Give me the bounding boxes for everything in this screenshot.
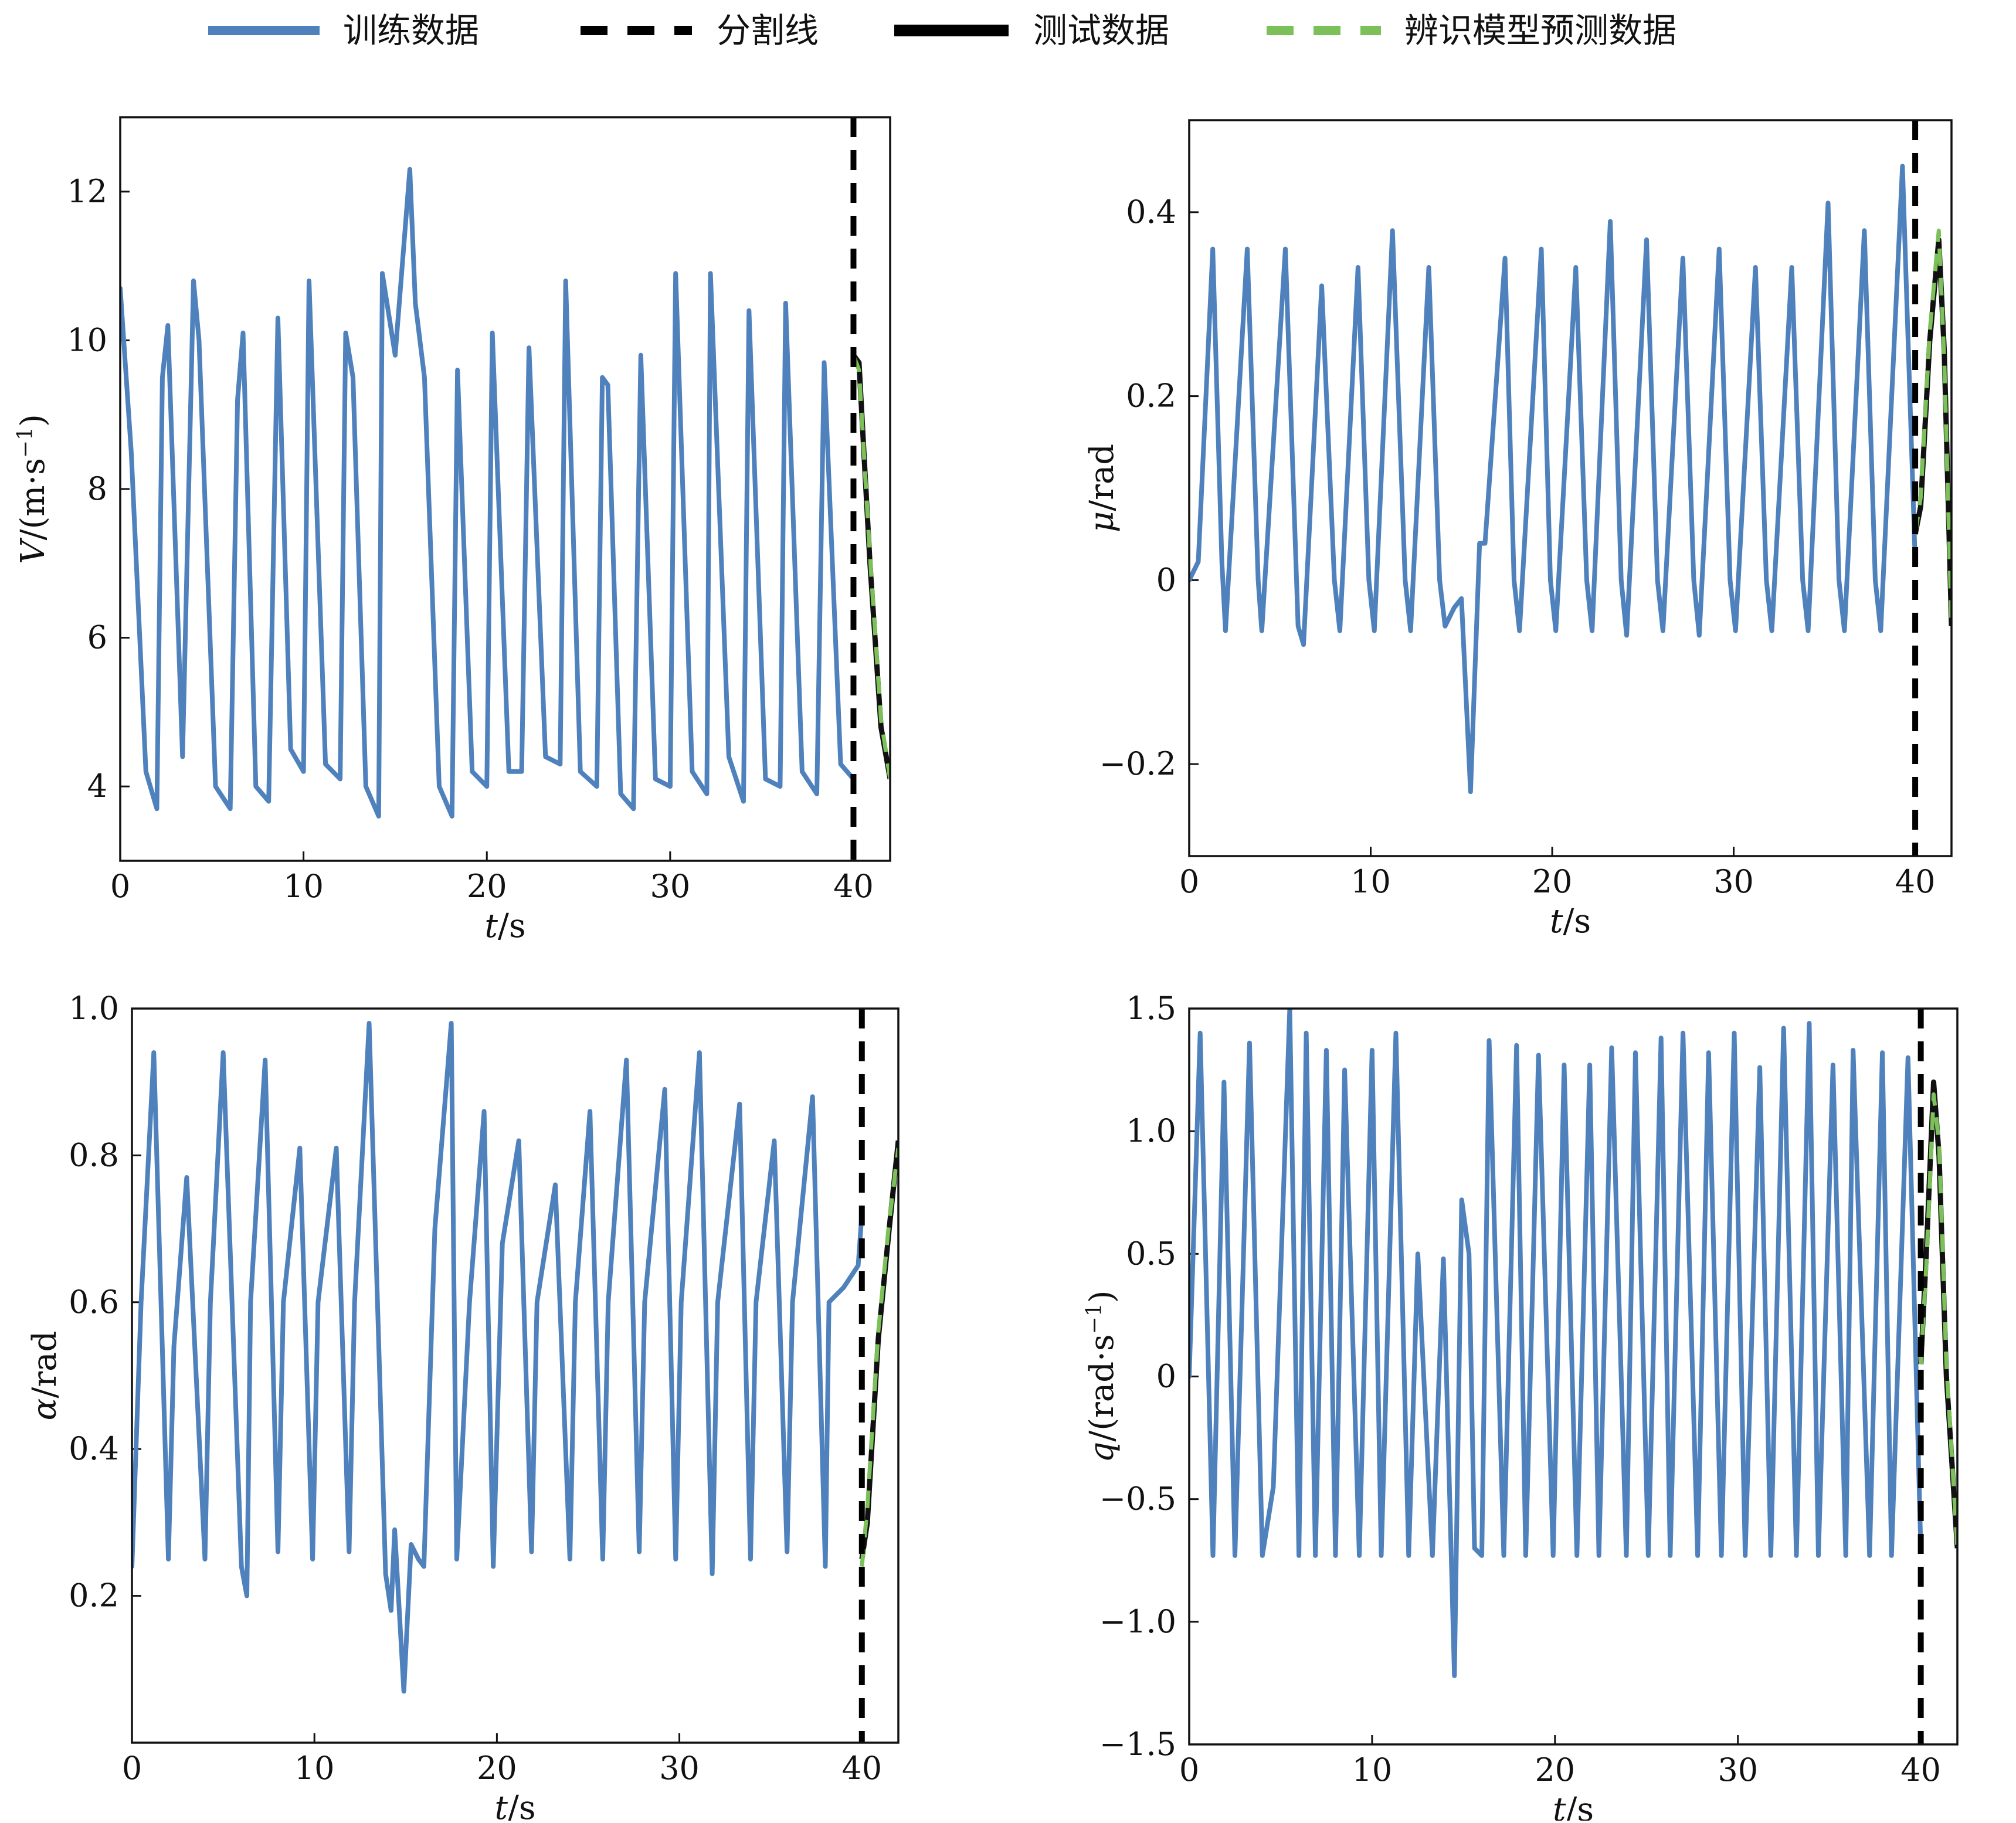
x-tick-label: 20: [477, 1750, 517, 1787]
y-tick-label: 0: [1156, 561, 1176, 598]
plot-frame: [119, 116, 891, 862]
series-training: [1189, 164, 1918, 795]
series-group: [120, 167, 890, 819]
y-tick-label: 1.0: [69, 990, 119, 1027]
series-prediction: [860, 1148, 898, 1567]
y-tick-label: 4: [87, 768, 107, 804]
legend-entry: 分割线: [581, 11, 819, 50]
x-axis-label: t/s: [1553, 1791, 1594, 1821]
legend: 训练数据 分割线 测试数据 辨识模型预测数据: [208, 11, 1676, 50]
x-tick-label: 30: [1713, 863, 1754, 900]
chart-q: 0 10 20 30 40 −1.5 −1.0 −0.5 0 0.5 1.0 1.5 t/s q/(rad…: [1082, 990, 1959, 1823]
legend-label: 测试数据: [1033, 11, 1169, 50]
x-axis-label: t/s: [494, 1789, 535, 1821]
series-training: [132, 1021, 864, 1694]
y-tick-label: 1.0: [1126, 1112, 1176, 1149]
y-tick-label: −1.5: [1099, 1726, 1176, 1763]
series-prediction: [1913, 228, 1951, 626]
x-tick-label: 10: [294, 1750, 335, 1787]
x-tick-label: 20: [1535, 1751, 1575, 1788]
y-tick-label: 0.2: [69, 1577, 119, 1614]
y-tick-label: −1.0: [1099, 1603, 1176, 1640]
x-tick-label: 20: [467, 868, 507, 905]
legend-label: 分割线: [717, 11, 819, 50]
x-tick-label: 10: [1350, 863, 1391, 900]
series-training: [120, 167, 856, 819]
y-tick-label: −0.2: [1099, 745, 1176, 782]
y-tick-label: 12: [67, 173, 107, 210]
legend-label: 辨识模型预测数据: [1404, 11, 1676, 50]
y-tick-label: 0.6: [69, 1284, 119, 1320]
chart-mu: 0 10 20 30 40 −0.2 0 0.2 0.4 t/s μ/rad: [1083, 119, 1953, 941]
legend-entry: 辨识模型预测数据: [1267, 11, 1676, 50]
x-tick-label: 40: [841, 1750, 882, 1787]
y-tick-label: 6: [87, 619, 107, 656]
chart-alpha: 0 10 20 30 40 0.2 0.4 0.6 0.8 1.0 t/s α/rad: [26, 990, 900, 1823]
series-group: [132, 1021, 898, 1694]
series-group: [1189, 164, 1951, 795]
x-tick-label: 40: [833, 868, 874, 905]
series-prediction: [851, 354, 890, 780]
y-axis-label: q/(rad·s−1): [1082, 1290, 1122, 1462]
y-tick-label: 8: [87, 470, 107, 507]
legend-entry: 训练数据: [208, 11, 479, 50]
x-tick-label: 0: [1179, 1751, 1199, 1788]
y-tick-label: 0: [1156, 1358, 1176, 1395]
legend-entry: 测试数据: [894, 11, 1169, 50]
x-axis-label: t/s: [484, 907, 525, 945]
series-prediction: [1919, 1092, 1957, 1549]
x-tick-label: 0: [1179, 863, 1199, 900]
series-group: [1189, 1009, 1957, 1678]
y-axis-label: α/rad: [26, 1331, 64, 1421]
x-tick-label: 10: [283, 868, 324, 905]
x-tick-label: 30: [650, 868, 690, 905]
x-tick-label: 0: [110, 868, 130, 905]
plot-frame: [131, 1007, 900, 1744]
x-tick-label: 40: [1900, 1751, 1941, 1788]
y-tick-label: 0.5: [1126, 1235, 1176, 1272]
x-axis-label: t/s: [1550, 902, 1591, 941]
y-tick-label: 0.4: [69, 1430, 119, 1467]
x-tick-label: 20: [1532, 863, 1573, 900]
y-tick-label: 0.4: [1126, 193, 1176, 230]
y-tick-label: 1.5: [1126, 990, 1176, 1027]
y-tick-label: 0.8: [69, 1136, 119, 1173]
plot-frame: [1188, 1007, 1959, 1746]
y-tick-label: −0.5: [1099, 1481, 1176, 1518]
x-tick-label: 40: [1895, 863, 1936, 900]
legend-label: 训练数据: [343, 11, 479, 50]
y-tick-label: 10: [67, 321, 107, 358]
plots: 0 10 20 30 40 4 6 8 10 12 t/s V/(m·s−1) 0 10 20 30 40 −0.…: [13, 116, 1959, 1823]
x-tick-label: 30: [1718, 1751, 1758, 1788]
y-tick-label: 0.2: [1126, 378, 1176, 415]
y-axis-label: μ/rad: [1083, 444, 1121, 532]
chart-V: 0 10 20 30 40 4 6 8 10 12 t/s V/(m·s−1): [13, 116, 891, 945]
series-training: [1189, 1009, 1923, 1678]
y-axis-label: V/(m·s−1): [13, 414, 53, 564]
x-tick-label: 10: [1352, 1751, 1393, 1788]
x-tick-label: 0: [122, 1750, 142, 1787]
plot-frame: [1188, 119, 1953, 857]
x-tick-label: 30: [659, 1750, 700, 1787]
